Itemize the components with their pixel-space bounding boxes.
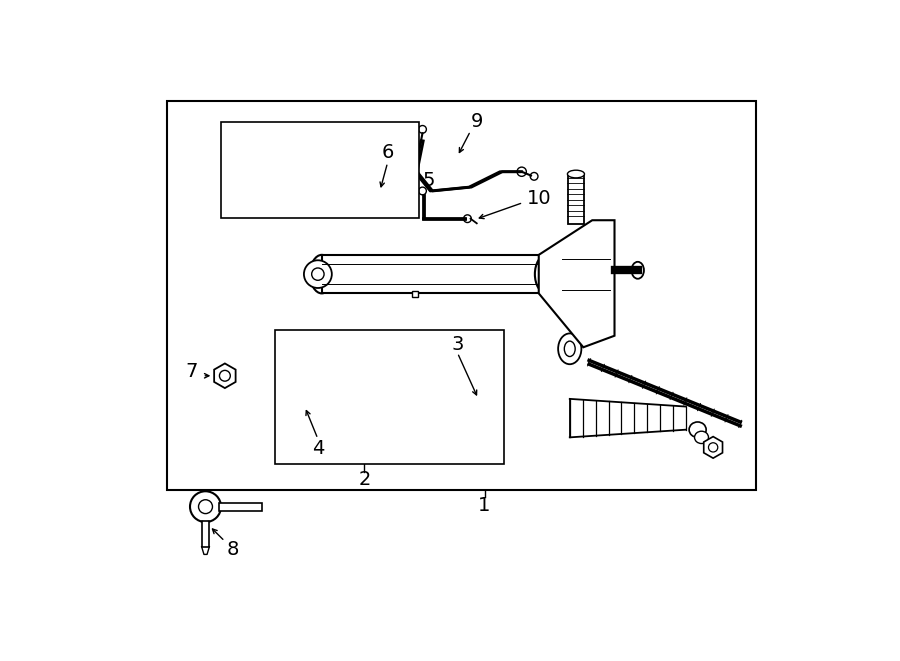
Bar bbox=[322, 255, 546, 293]
Circle shape bbox=[418, 187, 427, 195]
Ellipse shape bbox=[354, 186, 371, 200]
Circle shape bbox=[518, 167, 526, 176]
Bar bbox=[411, 291, 418, 297]
Bar bbox=[202, 520, 210, 547]
Text: 5: 5 bbox=[422, 171, 435, 190]
Circle shape bbox=[199, 500, 212, 514]
Polygon shape bbox=[539, 220, 615, 347]
Bar bbox=[166, 101, 756, 490]
Ellipse shape bbox=[632, 262, 644, 279]
Text: 4: 4 bbox=[311, 440, 324, 459]
Bar bbox=[568, 174, 584, 224]
Ellipse shape bbox=[689, 422, 706, 438]
Circle shape bbox=[708, 443, 718, 452]
Ellipse shape bbox=[567, 170, 584, 178]
Circle shape bbox=[369, 190, 391, 212]
Text: 2: 2 bbox=[358, 470, 371, 489]
Bar bbox=[221, 122, 418, 218]
Circle shape bbox=[572, 313, 594, 335]
Circle shape bbox=[464, 215, 472, 223]
Ellipse shape bbox=[310, 255, 333, 293]
Circle shape bbox=[220, 370, 230, 381]
Ellipse shape bbox=[472, 393, 484, 410]
Circle shape bbox=[190, 491, 221, 522]
Ellipse shape bbox=[564, 341, 575, 356]
Text: 9: 9 bbox=[471, 112, 483, 131]
Ellipse shape bbox=[695, 431, 708, 444]
Text: 8: 8 bbox=[227, 539, 239, 559]
Text: 3: 3 bbox=[451, 336, 464, 354]
Ellipse shape bbox=[558, 333, 581, 364]
Ellipse shape bbox=[535, 255, 558, 293]
Ellipse shape bbox=[241, 159, 255, 169]
Circle shape bbox=[418, 126, 427, 134]
Circle shape bbox=[374, 196, 385, 206]
Circle shape bbox=[304, 260, 332, 288]
Text: 1: 1 bbox=[478, 496, 491, 515]
Circle shape bbox=[530, 173, 538, 180]
Text: 10: 10 bbox=[527, 189, 552, 208]
Circle shape bbox=[579, 319, 588, 329]
Bar bbox=[275, 330, 504, 464]
Text: 6: 6 bbox=[382, 143, 394, 162]
Circle shape bbox=[311, 268, 324, 280]
Ellipse shape bbox=[467, 387, 490, 416]
Text: 7: 7 bbox=[185, 362, 198, 381]
Bar bbox=[220, 503, 262, 510]
